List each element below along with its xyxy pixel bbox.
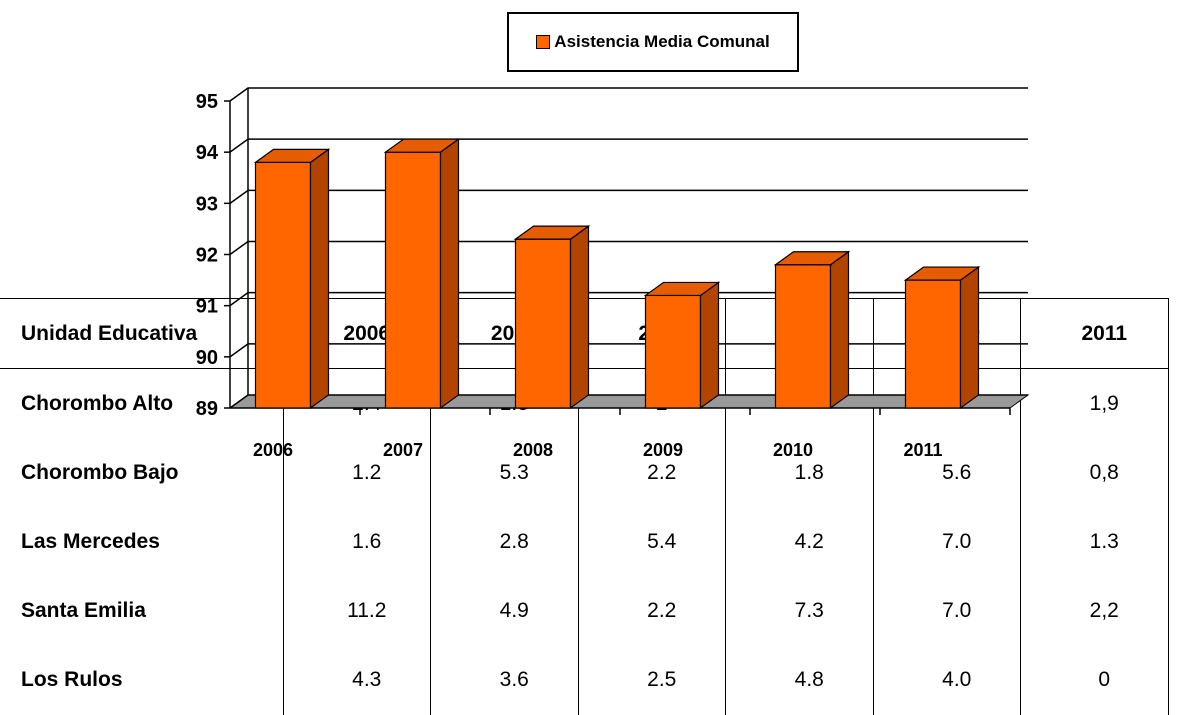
table-cell: 5.6 — [872, 438, 1021, 508]
table-row: Chorombo Bajo 1.2 5.3 2.2 1.8 5.6 0,8 — [0, 438, 1169, 508]
bar-top — [903, 266, 981, 281]
table-cell: 11.2 — [282, 576, 431, 646]
table-cell: 4.0 — [872, 645, 1021, 715]
table-cell: 2,2 — [1020, 576, 1169, 646]
school-name-cell: Santa Emilia — [0, 576, 284, 646]
table-cell: 1.8 — [725, 438, 874, 508]
y-tick-label: 93 — [196, 193, 218, 215]
table-cell: 2.2 — [577, 576, 726, 646]
table-cell: 5.3 — [430, 438, 579, 508]
bar-top — [253, 148, 331, 163]
table-cell: 5.4 — [577, 507, 726, 577]
table-cell: 2.8 — [430, 507, 579, 577]
table-row: Las Mercedes 1.6 2.8 5.4 4.2 7.0 1.3 — [0, 507, 1169, 577]
x-tick-label: 2009 — [643, 440, 683, 460]
bar-top — [513, 225, 591, 240]
bar-side — [309, 148, 330, 410]
y-tick-label: 92 — [196, 245, 218, 267]
table-cell: 0 — [1020, 645, 1169, 715]
table-header-cell: Unidad Educativa — [0, 297, 284, 370]
table-cell: 0,8 — [1020, 438, 1169, 508]
legend-label: Asistencia Media Comunal — [554, 32, 770, 51]
bar-top — [773, 251, 851, 266]
y-tick-label: 95 — [196, 91, 218, 113]
legend-swatch — [536, 35, 551, 49]
table-cell: 1.2 — [282, 438, 431, 508]
table-cell: 1.3 — [1020, 507, 1169, 577]
x-tick-label: 2011 — [903, 440, 942, 460]
bar-top — [383, 138, 461, 153]
y-tick-label: 91 — [196, 296, 218, 318]
x-tick-label: 2006 — [253, 440, 293, 460]
bar — [904, 279, 962, 409]
chart-axes — [224, 88, 1011, 415]
table-cell: 4.3 — [282, 645, 431, 715]
x-tick-label: 2010 — [773, 440, 813, 460]
gridline — [229, 87, 1028, 102]
y-tick-label: 90 — [196, 347, 218, 369]
y-tick-label: 89 — [196, 398, 218, 420]
x-tick-label: 2008 — [513, 440, 553, 460]
x-tick-label: 2007 — [383, 440, 423, 460]
table-header-cell: 2011 — [1020, 297, 1169, 370]
bar — [514, 238, 572, 409]
bar-side — [699, 281, 720, 410]
table-cell: 3.6 — [430, 645, 579, 715]
bar — [774, 264, 832, 409]
y-tick-label: 94 — [196, 142, 219, 164]
data-table: Unidad Educativa 2006 2007 2008 2009 201… — [0, 297, 1169, 715]
chart-labels: 89 90 91 92 93 94 95 2006 2007 2008 2009 2010 2011 — [196, 91, 943, 460]
table-cell: 1,9 — [1020, 368, 1169, 439]
table-cell: 4.2 — [725, 507, 874, 577]
school-name-cell: Las Mercedes — [0, 507, 284, 577]
gridline — [229, 189, 1028, 204]
table-row: Los Rulos 4.3 3.6 2.5 4.8 4.0 0 — [0, 645, 1169, 715]
table-cell: 4.9 — [430, 576, 579, 646]
table-cell: 2.5 — [577, 645, 726, 715]
bar-side — [829, 250, 850, 410]
bar-chart: 89 90 91 92 93 94 95 2006 2007 2008 2009 2010 2011 — [196, 87, 1030, 460]
school-name-cell: Chorombo Bajo — [0, 438, 284, 508]
table-cell: 2.2 — [577, 438, 726, 508]
bar — [644, 294, 702, 409]
bar — [254, 161, 312, 409]
bar-side — [569, 224, 590, 410]
table-row: Santa Emilia 11.2 4.9 2.2 7.3 7.0 2,2 — [0, 576, 1169, 646]
table-cell: 7.3 — [725, 576, 874, 646]
bar-side — [439, 137, 460, 410]
bar-top — [643, 281, 721, 297]
gridline — [229, 138, 1028, 153]
bar — [384, 151, 442, 409]
chart-bars — [253, 137, 981, 410]
table-cell: 1.6 — [282, 507, 431, 577]
gridline — [229, 240, 1028, 256]
school-name-cell: Los Rulos — [0, 645, 284, 715]
table-cell: 4.8 — [725, 645, 874, 715]
bar-side — [959, 265, 980, 410]
table-cell: 7.0 — [872, 576, 1021, 646]
chart-legend: Asistencia Media Comunal — [507, 12, 799, 72]
table-cell: 7.0 — [872, 507, 1021, 577]
